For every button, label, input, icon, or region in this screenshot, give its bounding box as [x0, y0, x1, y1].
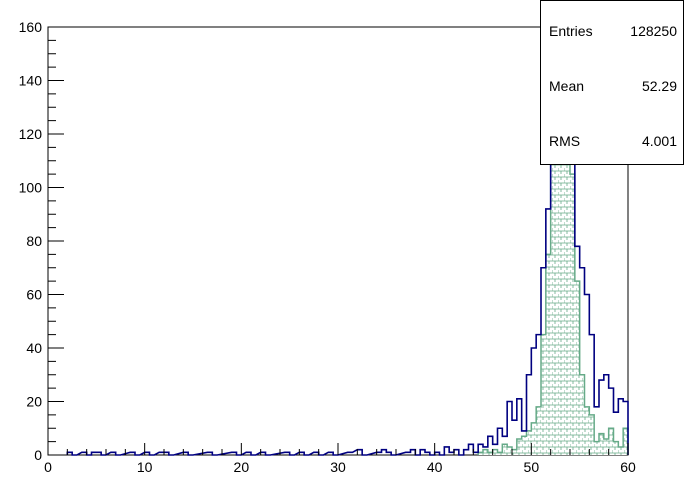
- axes-layer: 0 10 20 30 40 50 60 0 20 40 60 80 100 120 140 160: [19, 19, 636, 475]
- hatched-histogram-series: [477, 133, 629, 455]
- x-tick-label: 10: [137, 459, 153, 475]
- y-tick-label: 120: [19, 126, 43, 142]
- stats-rms-label: RMS: [549, 133, 581, 149]
- stats-mean-row: Mean 52.29: [541, 78, 683, 98]
- stats-rms-row: RMS 4.001: [541, 133, 683, 153]
- y-tick-label: 80: [26, 233, 42, 249]
- stats-entries-label: Entries: [549, 23, 593, 39]
- stats-mean-label: Mean: [549, 78, 585, 94]
- y-tick-label: 20: [26, 394, 42, 410]
- y-tick-label: 60: [26, 287, 42, 303]
- y-tick-label: 0: [34, 447, 42, 463]
- x-tick-label: 20: [234, 459, 250, 475]
- y-tick-label: 160: [19, 19, 43, 35]
- y-tick-label: 100: [19, 180, 43, 196]
- stats-entries-row: Entries 128250: [541, 23, 683, 43]
- stats-rms-value: 4.001: [641, 133, 677, 149]
- y-tick-label: 40: [26, 340, 42, 356]
- stats-entries-value: 128250: [630, 23, 677, 39]
- stats-mean-value: 52.29: [641, 78, 677, 94]
- x-tick-label: 50: [524, 459, 540, 475]
- x-tick-label: 0: [44, 459, 52, 475]
- x-tick-label: 40: [427, 459, 443, 475]
- x-tick-label: 30: [330, 459, 346, 475]
- x-tick-label: 60: [620, 459, 636, 475]
- y-tick-label: 140: [19, 73, 43, 89]
- stats-box: Entries 128250 Mean 52.29 RMS 4.001: [540, 0, 684, 165]
